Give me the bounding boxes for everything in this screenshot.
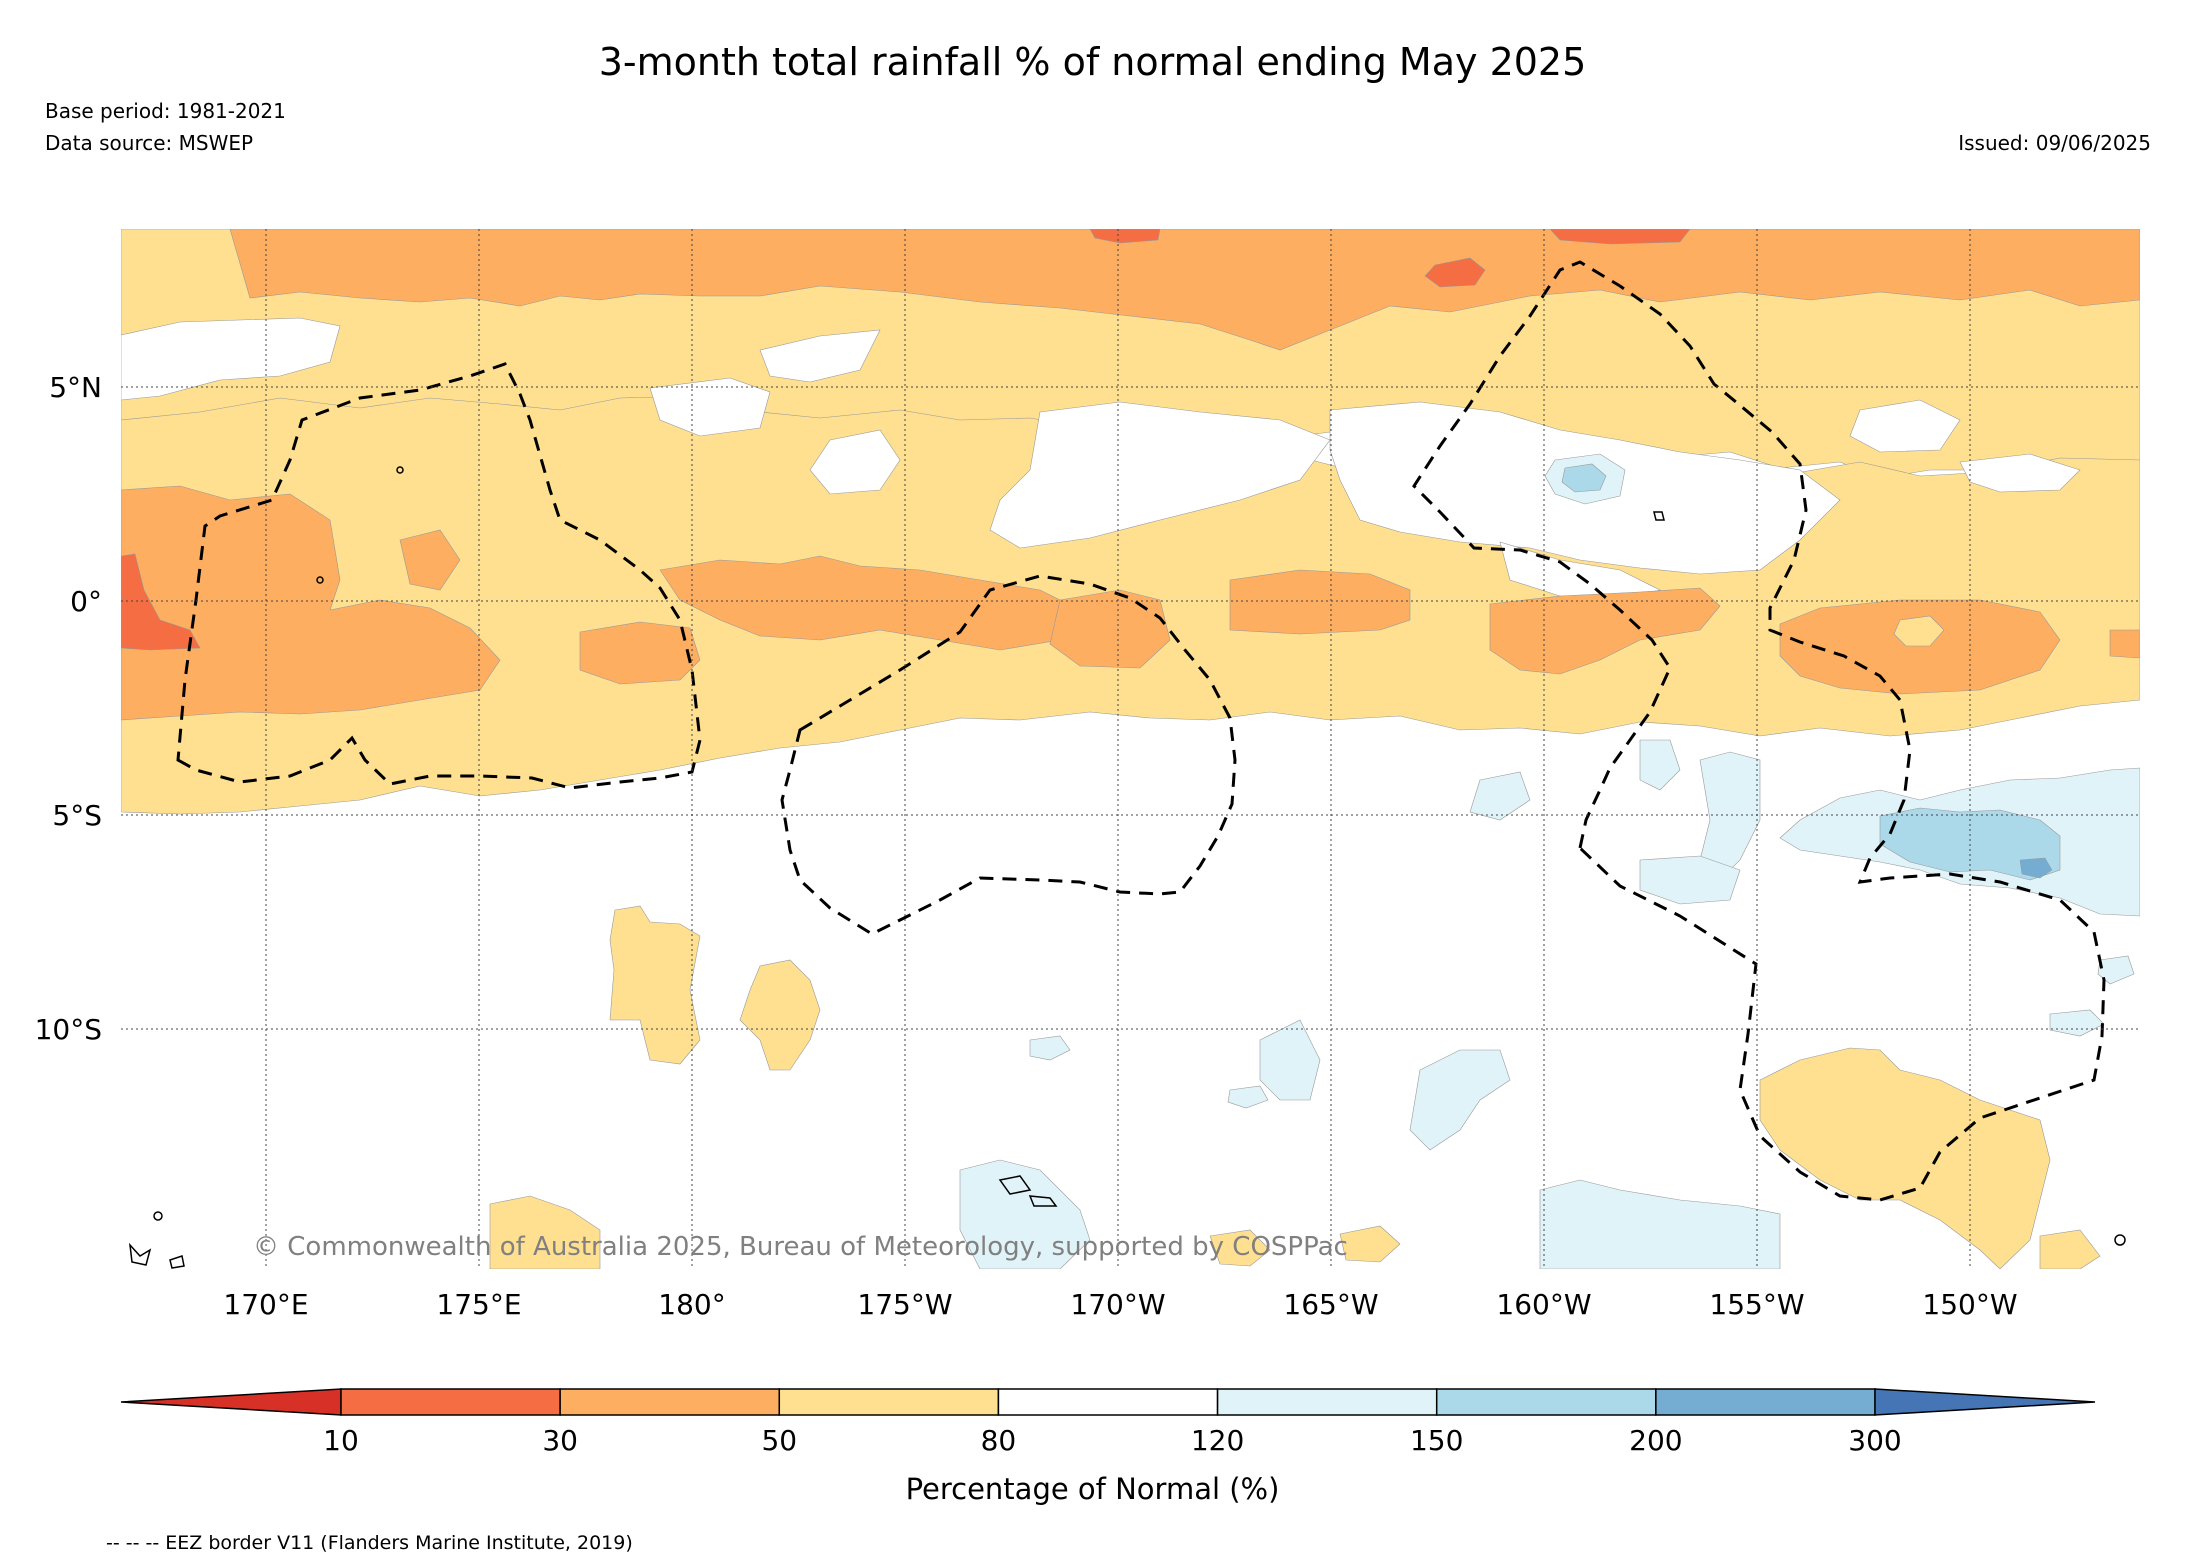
colorbar-tick-label: 200 (1629, 1424, 1682, 1457)
copyright-credit: © Commonwealth of Australia 2025, Bureau… (253, 1232, 1348, 1262)
island-outlines (128, 466, 2126, 1269)
colorbar-tick-label: 120 (1191, 1424, 1244, 1457)
data-source-text: Data source: MSWEP (45, 131, 254, 155)
lon-label: 175°W (857, 1288, 952, 1321)
colorbar-bin (778, 1388, 1000, 1416)
region-above-normal-south-6 (1409, 1049, 1511, 1151)
region-above-normal-south-7 (959, 1159, 1091, 1269)
issued-date-text: Issued: 09/06/2025 (1958, 131, 2151, 155)
lon-label: 150°W (1922, 1288, 2017, 1321)
region-above-normal-south-8 (1539, 1179, 1781, 1269)
region-dry-north (229, 229, 2140, 351)
colorbar-label: Percentage of Normal (%) (905, 1472, 1280, 1506)
colorbar-bin (997, 1388, 1219, 1416)
region-normal-north-7 (1849, 399, 1961, 453)
rainfall-field (121, 229, 2140, 1269)
base-period-text: Base period: 1981-2021 (45, 99, 286, 123)
region-very-dry-west (121, 553, 201, 651)
eez-border-1 (176, 362, 702, 790)
region-dry-center-3 (1049, 589, 1171, 669)
eez-legend-footnote: -- -- -- EEZ border V11 (Flanders Marine… (106, 1532, 633, 1554)
lon-label: 160°W (1496, 1288, 1591, 1321)
colorbar-tick-label: 50 (761, 1424, 797, 1457)
lon-label: 180° (658, 1288, 725, 1321)
colorbar-bin (1655, 1388, 1876, 1416)
region-above-normal-south-9 (1029, 1035, 1071, 1061)
region-above-normal-south-4 (1639, 855, 1741, 905)
region-dry-west-2 (399, 529, 461, 591)
region-above-normal-south-5 (1259, 1019, 1321, 1101)
region-normal-north-4 (809, 429, 901, 495)
lat-label: 5°S (52, 799, 102, 832)
lon-label: 175°E (436, 1288, 521, 1321)
region-normal-north-8 (1959, 453, 2081, 493)
region-above-normal-south-10 (2049, 1009, 2105, 1037)
eez-borders (176, 260, 2106, 1202)
lon-label: 165°W (1283, 1288, 1378, 1321)
lat-label: 5°N (49, 371, 102, 404)
colorbar-tick-label: 150 (1410, 1424, 1463, 1457)
lon-label: 155°W (1709, 1288, 1804, 1321)
region-below-normal-inner (1893, 615, 1945, 647)
region-very-dry-north-1 (1424, 257, 1486, 288)
region-below-normal-south-5 (1209, 1229, 1271, 1267)
region-below-normal-south-4 (489, 1195, 601, 1269)
region-below-normal-south-6 (1339, 1225, 1401, 1263)
colorbar-bin (559, 1388, 781, 1416)
colorbar-extension-low (120, 1388, 342, 1416)
region-very-dry-north-2 (1089, 229, 1161, 244)
colorbar-bin (1216, 1388, 1438, 1416)
region-dry-center-4 (1229, 569, 1411, 635)
lon-label: 170°W (1070, 1288, 1165, 1321)
region-normal-north-1 (121, 317, 341, 401)
colorbar: 10 30 50 80 120 150 200 300 (120, 1388, 2096, 1457)
region-below-normal-south-3 (1759, 1047, 2051, 1269)
colorbar-bin (340, 1388, 561, 1416)
latitude-labels: 5°N 0° 5°S 10°S (35, 371, 102, 1046)
colorbar-bin (1435, 1388, 1657, 1416)
region-above-normal-south-1 (1699, 751, 1761, 881)
region-normal-north-2 (759, 329, 881, 383)
map-title: 3-month total rainfall % of normal endin… (598, 40, 1587, 84)
longitude-labels: 170°E 175°E 180° 175°W 170°W 165°W 160°W… (223, 1288, 2017, 1321)
lat-label: 10°S (35, 1013, 102, 1046)
region-dry-center-5 (1489, 587, 1721, 675)
region-dry-west (121, 485, 501, 721)
region-wet-north (1561, 463, 1607, 493)
eez-border-3 (1412, 260, 2106, 1202)
graticule (121, 229, 2140, 1269)
lat-label: 0° (70, 585, 102, 618)
colorbar-extension-high (1874, 1388, 2096, 1416)
colorbar-tick-label: 300 (1848, 1424, 1901, 1457)
region-above-normal-south-11 (2097, 955, 2135, 985)
region-below-normal-south-1 (609, 905, 701, 1065)
lon-label: 170°E (223, 1288, 308, 1321)
region-above-normal-south-12 (1227, 1085, 1269, 1109)
region-normal-north-5 (989, 401, 1331, 549)
region-normal-north-3 (649, 377, 771, 437)
region-dry-center-1 (579, 621, 701, 685)
colorbar-tick-label: 80 (981, 1424, 1017, 1457)
eez-border-2 (780, 574, 1237, 936)
region-dry-east-edge (2109, 629, 2140, 659)
region-above-normal-south-3 (1469, 771, 1531, 821)
region-below-normal-south-7 (2039, 1229, 2101, 1269)
colorbar-tick-label: 10 (323, 1424, 359, 1457)
region-dry-center-6 (1779, 599, 2061, 695)
colorbar-tick-label: 30 (542, 1424, 578, 1457)
region-wet-southeast-2 (2019, 857, 2053, 879)
region-above-normal-south-2 (1639, 739, 1681, 791)
region-below-normal-south-2 (739, 959, 821, 1071)
region-very-dry-north-3 (1549, 229, 1691, 245)
